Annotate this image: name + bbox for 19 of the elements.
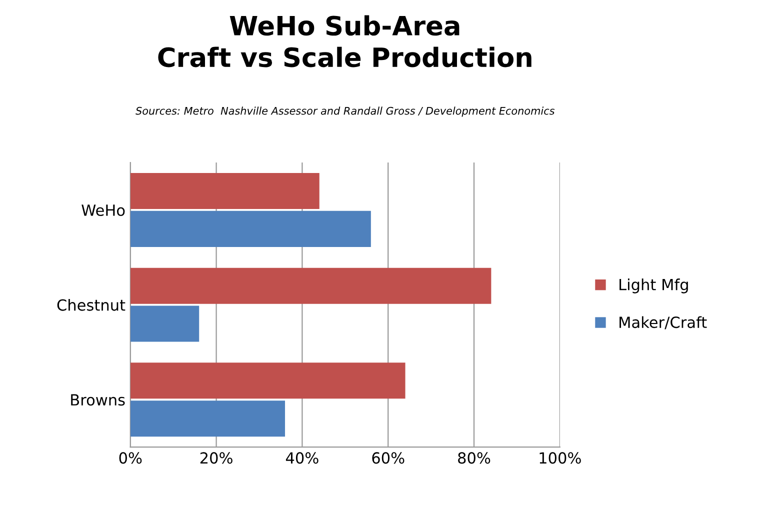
chart-subtitle: Sources: Metro Nashville Assessor and Randall Gross / Development Economics — [136, 106, 555, 117]
y-tick-label: Chestnut — [57, 298, 126, 311]
bar — [130, 172, 320, 210]
y-tick-label: Browns — [71, 394, 125, 406]
bar — [130, 362, 406, 399]
x-tick-label: 0% — [119, 452, 142, 464]
x-tick-label: 20% — [200, 452, 232, 464]
bar — [130, 210, 371, 247]
x-tick-label: 40% — [286, 452, 318, 464]
bar — [130, 400, 286, 437]
x-tick-label: 100% — [540, 452, 581, 464]
x-tick-label: 60% — [372, 452, 404, 464]
legend-label: Light Mfg — [620, 278, 688, 294]
y-tick-label: WeHo — [82, 204, 125, 216]
bar — [130, 268, 492, 304]
bar — [130, 306, 200, 342]
legend-label: Maker/Craft — [620, 316, 707, 330]
x-tick-label: 80% — [458, 452, 490, 464]
chart-title: WeHo Sub-Area Craft vs Scale Production — [158, 15, 532, 68]
